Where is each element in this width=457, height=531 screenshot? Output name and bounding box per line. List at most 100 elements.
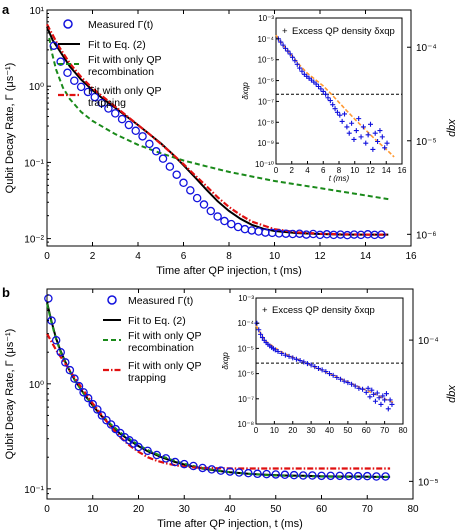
a-inset-point [360, 124, 366, 130]
a-ytick-label: 10¹ [30, 6, 45, 17]
panel-a-xlabel: Time after QP injection, t (ms) [156, 265, 301, 277]
a-inset-point [334, 109, 340, 115]
a-inset-xtick-label: 16 [398, 166, 407, 175]
a-measured-point [179, 178, 188, 188]
a-measured-point [70, 76, 79, 85]
b-inset-point [334, 375, 340, 381]
panel-a-label: a [2, 2, 10, 17]
a-inset-xtick-label: 14 [382, 166, 391, 175]
a-xtick-label: 0 [44, 251, 50, 262]
a-inset-xtick-label: 12 [366, 166, 375, 175]
panel-b-legend: Measured Γ(t) Fit to Eq. (2) Fit with on… [103, 295, 202, 384]
a-measured-point [63, 68, 72, 78]
a-measured-point [90, 92, 100, 102]
legend-a-trap: Fit with only QP trapping [88, 85, 162, 109]
b-measured-point [253, 469, 262, 479]
a-inset-point [379, 134, 385, 140]
b-inset-xtick-label: 80 [399, 426, 408, 435]
a-measured-point [117, 114, 127, 124]
a-measured-point [213, 212, 222, 221]
a-inset-xtick-label: 2 [290, 166, 295, 175]
a-rtick-label: 10⁻⁶ [416, 230, 437, 241]
a-inset-point [356, 116, 362, 122]
b-inset-point [290, 355, 296, 361]
b-inset-point [258, 331, 264, 337]
b-inset-point [374, 390, 380, 396]
a-measured-point [172, 170, 181, 179]
b-measured-point [372, 472, 381, 481]
a-inset-point [353, 128, 359, 134]
a-inset-point [349, 120, 355, 126]
b-rtick-label: 10⁻⁴ [418, 336, 439, 347]
panel-a-ylabel: Qubit Decay Rate, Γ (μs⁻¹) [4, 63, 16, 194]
b-measured-point [280, 470, 290, 480]
a-inset-ytick-label: 10⁻¹⁰ [255, 160, 274, 169]
panel-b-inset-ticks: 0 10 20 30 40 50 60 70 80 10⁻³ 10⁻⁴ 10⁻⁵ 10⁻⁶ 10⁻⁷ 10⁻… [237, 294, 408, 435]
a-ytick-label: 10⁰ [29, 82, 44, 93]
a-measured-point [111, 109, 120, 118]
a-inset-point [297, 65, 303, 71]
a-ytick-label: 10⁻¹ [24, 158, 44, 169]
b-inset-ytick-label: 10⁻⁸ [238, 420, 255, 429]
b-inset-point [363, 389, 369, 395]
a-inset-point [287, 51, 293, 57]
a-inset-xtick-label: 8 [337, 166, 342, 175]
panel-a-ticks: 0 2 4 6 8 10 12 14 16 10⁻² 10⁻¹ 10⁰ 10¹ 10⁻⁴ 10⁻⁵ 10⁻⁶ [24, 6, 436, 262]
b-measured-point [65, 365, 75, 375]
b-measured-point [83, 393, 93, 403]
b-inset-xtick-label: 50 [343, 426, 352, 435]
a-measured-point [220, 216, 229, 226]
b-rtick-label: 10⁻⁵ [418, 477, 439, 488]
a-inset-ytick-label: 10⁻⁷ [258, 97, 274, 106]
b-measured-point [308, 471, 317, 480]
panel-b-inset-ylabel: δxqp [221, 352, 230, 370]
a-inset-point [294, 61, 300, 67]
a-xtick-label: 12 [314, 251, 326, 262]
a-inset-point [363, 140, 369, 146]
b-measured-point [198, 463, 207, 473]
b-inset-point [319, 367, 325, 373]
b-measured-point [298, 471, 308, 480]
a-inset-point [344, 124, 350, 130]
a-inset-point [377, 128, 383, 134]
a-inset-point [325, 95, 331, 101]
b-inset-point [360, 386, 366, 392]
legend-a-measured-marker [63, 19, 73, 29]
a-inset-point [337, 112, 343, 118]
a-measured-point [199, 200, 209, 209]
a-measured-point [302, 230, 311, 239]
panel-b-marks [44, 294, 391, 481]
b-xtick-label: 50 [270, 504, 282, 515]
b-inset-point [387, 397, 393, 403]
a-measured-point [145, 139, 154, 149]
a-inset-point [351, 136, 357, 142]
a-inset-point [313, 81, 319, 87]
b-inset-xtick-label: 30 [307, 426, 316, 435]
b-measured-point [44, 294, 53, 303]
a-inset-point [323, 91, 329, 97]
a-xtick-label: 6 [181, 251, 187, 262]
a-inset-xtick-label: 4 [305, 166, 310, 175]
b-inset-point [385, 406, 391, 412]
b-inset-point [259, 335, 265, 341]
b-inset-point [371, 391, 377, 397]
a-inset-ytick-label: 10⁻⁹ [257, 139, 274, 148]
a-inset-point [358, 134, 364, 140]
a-ytick-label: 10⁻² [24, 235, 44, 246]
b-inset-point [383, 391, 389, 397]
b-inset-ytick-label: 10⁻³ [238, 294, 254, 303]
a-measured-point [227, 219, 236, 229]
b-measured-point [289, 470, 299, 480]
a-inset-point [384, 140, 390, 146]
b-measured-point [70, 374, 79, 383]
panel-b-xlabel: Time after QP injection, t (ms) [157, 518, 302, 530]
b-measured-point [381, 472, 390, 481]
b-measured-point [244, 468, 253, 478]
panel-b-inset-legend: Excess QP density δxqp [272, 305, 375, 316]
b-measured-point [225, 467, 235, 476]
panel-b-ticks: 0 10 20 30 40 50 60 70 80 10⁻¹ 10⁰ 10⁻⁴ 10⁻⁵ [24, 288, 439, 515]
a-measured-point [186, 186, 195, 195]
a-measured-point [97, 98, 106, 108]
b-inset-point [312, 364, 318, 370]
b-measured-point [61, 358, 70, 367]
